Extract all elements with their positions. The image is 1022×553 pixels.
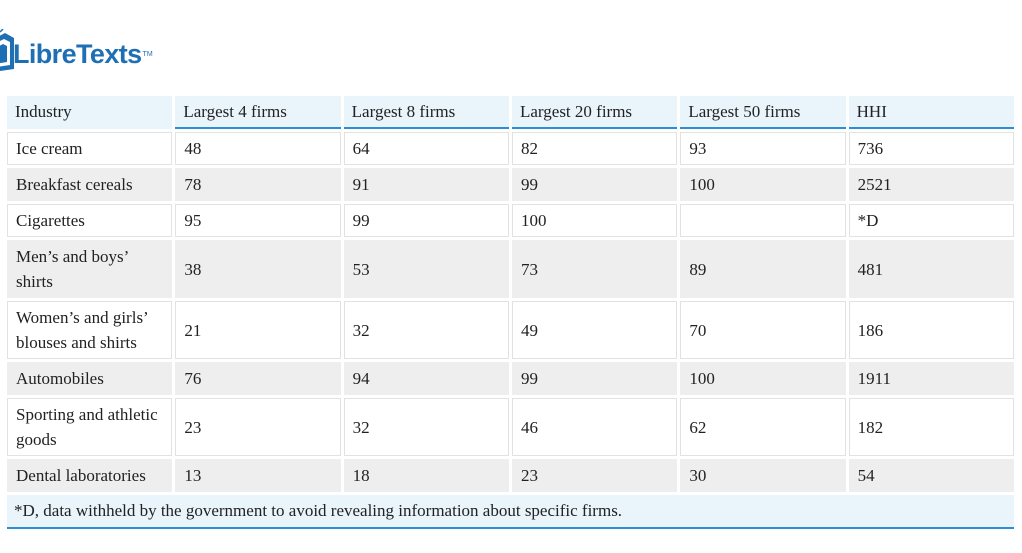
value-cell: 21 bbox=[175, 301, 341, 359]
value-cell: 93 bbox=[680, 132, 846, 165]
value-cell: 32 bbox=[343, 301, 509, 359]
industry-cell: Automobiles bbox=[7, 362, 173, 395]
value-cell: 100 bbox=[680, 168, 846, 201]
value-cell: 38 bbox=[175, 240, 341, 298]
hhi-cell: 2521 bbox=[848, 168, 1014, 201]
table-footnote: *D, data withheld by the government to a… bbox=[7, 495, 1014, 529]
logo-wordmark: LibreTexts bbox=[13, 38, 142, 69]
concentration-ratio-table: Industry Largest 4 firms Largest 8 firms… bbox=[4, 93, 1017, 532]
value-cell: 46 bbox=[511, 398, 678, 456]
value-cell: 23 bbox=[175, 398, 341, 456]
table-row: Women’s and girls’ blouses and shirts 21… bbox=[7, 301, 1014, 359]
table-footer: *D, data withheld by the government to a… bbox=[7, 495, 1014, 529]
value-cell: 23 bbox=[511, 459, 678, 492]
table-row: Men’s and boys’ shirts 38 53 73 89 481 bbox=[7, 240, 1014, 298]
table-row: Dental laboratories 13 18 23 30 54 bbox=[7, 459, 1014, 492]
value-cell: 78 bbox=[175, 168, 341, 201]
value-cell: 99 bbox=[343, 204, 509, 237]
value-cell: 64 bbox=[343, 132, 509, 165]
table-row: Automobiles 76 94 99 100 1911 bbox=[7, 362, 1014, 395]
industry-cell: Ice cream bbox=[7, 132, 173, 165]
header-largest-20: Largest 20 firms bbox=[511, 96, 678, 129]
hhi-cell: 481 bbox=[848, 240, 1014, 298]
hhi-cell: *D bbox=[848, 204, 1014, 237]
header-hhi: HHI bbox=[848, 96, 1014, 129]
libretexts-hexagon-icon bbox=[0, 28, 14, 75]
header-row: Industry Largest 4 firms Largest 8 firms… bbox=[7, 96, 1014, 129]
value-cell: 100 bbox=[511, 204, 678, 237]
value-cell: 94 bbox=[343, 362, 509, 395]
header-industry: Industry bbox=[7, 96, 173, 129]
value-cell: 95 bbox=[175, 204, 341, 237]
industry-cell: Breakfast cereals bbox=[7, 168, 173, 201]
value-cell: 89 bbox=[680, 240, 846, 298]
industry-cell: Dental laboratories bbox=[7, 459, 173, 492]
value-cell: 49 bbox=[511, 301, 678, 359]
value-cell: 32 bbox=[343, 398, 509, 456]
value-cell: 53 bbox=[343, 240, 509, 298]
hhi-cell: 736 bbox=[848, 132, 1014, 165]
libretexts-logo[interactable]: LibreTexts TM bbox=[0, 28, 153, 76]
value-cell: 73 bbox=[511, 240, 678, 298]
table-row: Cigarettes 95 99 100 *D bbox=[7, 204, 1014, 237]
hhi-cell: 182 bbox=[848, 398, 1014, 456]
value-cell: 13 bbox=[175, 459, 341, 492]
industry-cell: Men’s and boys’ shirts bbox=[7, 240, 173, 298]
value-cell: 70 bbox=[680, 301, 846, 359]
table-body: Ice cream 48 64 82 93 736 Breakfast cere… bbox=[7, 132, 1014, 492]
value-cell: 82 bbox=[511, 132, 678, 165]
value-cell: 99 bbox=[511, 362, 678, 395]
header-largest-50: Largest 50 firms bbox=[680, 96, 846, 129]
table-header: Industry Largest 4 firms Largest 8 firms… bbox=[7, 96, 1014, 129]
footnote-row: *D, data withheld by the government to a… bbox=[7, 495, 1014, 529]
header-largest-4: Largest 4 firms bbox=[175, 96, 341, 129]
trademark-mark: TM bbox=[142, 50, 153, 58]
table-row: Sporting and athletic goods 23 32 46 62 … bbox=[7, 398, 1014, 456]
hhi-cell: 186 bbox=[848, 301, 1014, 359]
value-cell: 18 bbox=[343, 459, 509, 492]
header-largest-8: Largest 8 firms bbox=[343, 96, 509, 129]
table-row: Ice cream 48 64 82 93 736 bbox=[7, 132, 1014, 165]
industry-cell: Cigarettes bbox=[7, 204, 173, 237]
value-cell: 99 bbox=[511, 168, 678, 201]
industry-cell: Women’s and girls’ blouses and shirts bbox=[7, 301, 173, 359]
value-cell: 100 bbox=[680, 362, 846, 395]
table-row: Breakfast cereals 78 91 99 100 2521 bbox=[7, 168, 1014, 201]
value-cell: 91 bbox=[343, 168, 509, 201]
value-cell bbox=[680, 204, 846, 237]
hhi-cell: 54 bbox=[848, 459, 1014, 492]
value-cell: 76 bbox=[175, 362, 341, 395]
industry-cell: Sporting and athletic goods bbox=[7, 398, 173, 456]
value-cell: 30 bbox=[680, 459, 846, 492]
value-cell: 62 bbox=[680, 398, 846, 456]
value-cell: 48 bbox=[175, 132, 341, 165]
hhi-cell: 1911 bbox=[848, 362, 1014, 395]
